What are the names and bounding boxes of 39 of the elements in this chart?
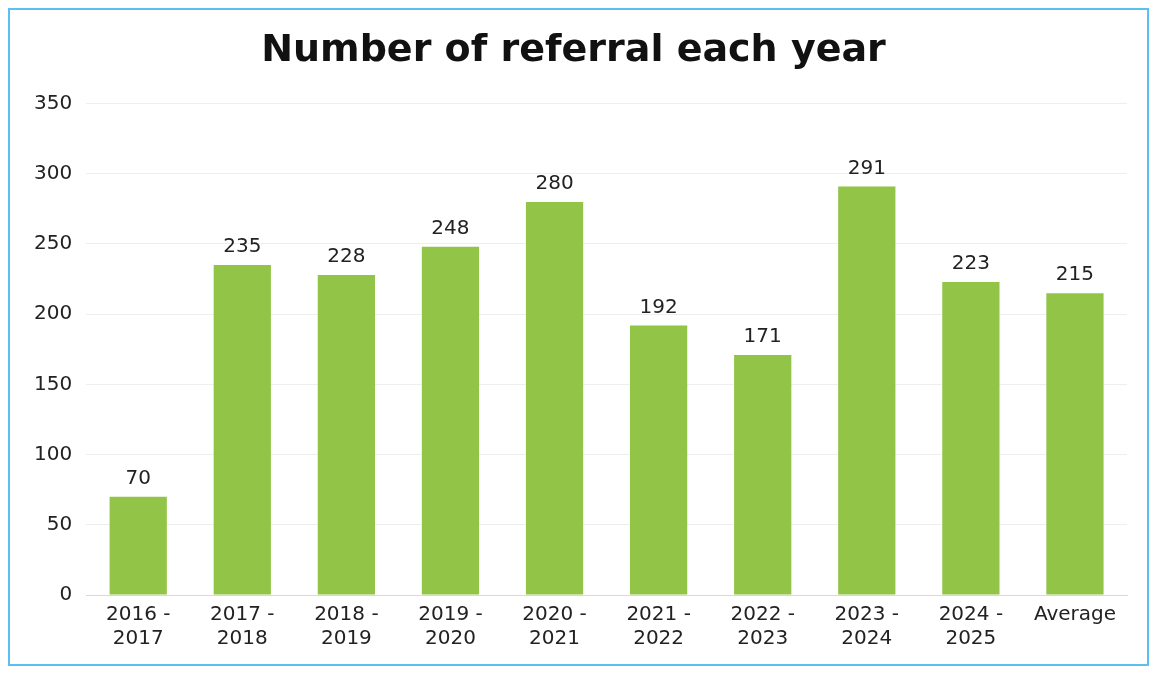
x-tick-label: 2017 - 2018 — [210, 601, 275, 650]
x-tick-label: 2018 - 2019 — [314, 601, 379, 650]
data-label: 215 — [1055, 261, 1095, 286]
data-label: 192 — [639, 293, 678, 318]
y-tick-label: 150 — [33, 370, 73, 395]
data-label: 235 — [223, 233, 262, 258]
data-label: 171 — [743, 323, 782, 348]
data-label: 280 — [535, 170, 574, 195]
data-label: 223 — [951, 250, 990, 275]
bar — [630, 325, 688, 595]
data-label: 228 — [327, 243, 366, 268]
x-tick-label: 2016 - 2017 — [105, 601, 171, 650]
y-tick-label: 200 — [33, 300, 73, 325]
data-label: 70 — [125, 464, 151, 489]
y-tick-label: 100 — [33, 440, 73, 465]
y-tick-label: 50 — [46, 511, 73, 535]
bar — [109, 496, 167, 595]
x-tick-label: 2021 - 2022 — [626, 601, 691, 650]
x-tick-label: 2022 - 2023 — [730, 601, 795, 650]
chart-title: Number of referral each year — [261, 25, 887, 70]
y-tick-label: 350 — [33, 89, 73, 114]
x-tick-label: 2024 - 2025 — [938, 601, 1004, 650]
bar — [525, 201, 584, 595]
y-tick-label: 0 — [59, 581, 73, 606]
bar — [317, 274, 375, 595]
y-tick-label: 300 — [33, 160, 73, 184]
bar — [942, 281, 1000, 595]
data-label: 291 — [847, 154, 886, 179]
bar — [734, 354, 792, 595]
bar — [421, 246, 480, 595]
y-tick-label: 250 — [33, 230, 73, 255]
x-tick-label: 2023 - 2024 — [834, 601, 900, 650]
data-label: 248 — [431, 215, 470, 240]
bar — [1046, 293, 1104, 595]
x-tick-label: 2020 - 2021 — [522, 601, 587, 650]
bar — [213, 265, 271, 595]
x-tick-label: Average — [1033, 601, 1117, 626]
x-tick-label: 2019 - 2020 — [418, 601, 483, 650]
bar — [838, 186, 896, 595]
